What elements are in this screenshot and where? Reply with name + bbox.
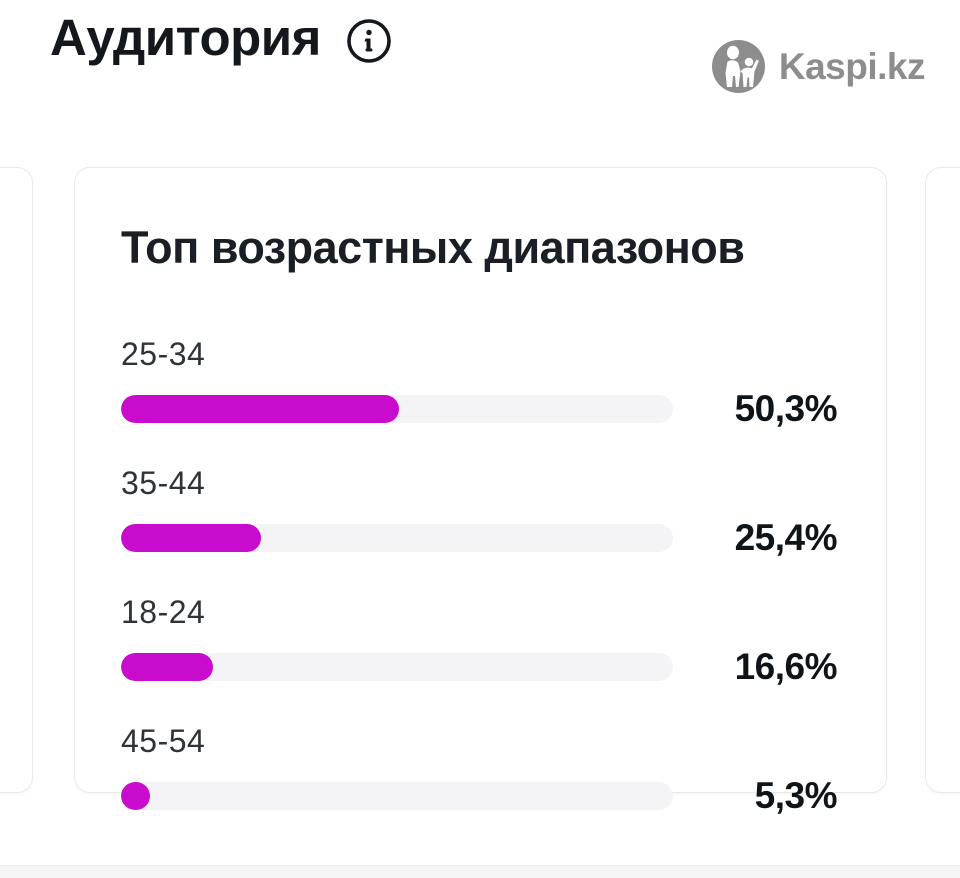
kaspi-logo: Kaspi.kz (711, 40, 926, 93)
age-ranges-card: Топ возрастных диапазонов 25-34 50,3% 35… (74, 167, 887, 816)
bar-fill (121, 653, 213, 681)
bar-fill (121, 395, 399, 423)
age-range-row: 45-54 5,3% (121, 723, 838, 817)
age-range-row: 18-24 16,6% (121, 594, 838, 688)
bar-fill (121, 524, 262, 552)
age-range-label: 45-54 (121, 723, 206, 759)
bar-fill (121, 782, 151, 810)
age-range-row: 25-34 50,3% (121, 336, 838, 430)
info-icon (345, 17, 393, 65)
previous-card-partial[interactable] (0, 167, 33, 793)
bar-track (121, 524, 673, 552)
bar-chart: 25-34 50,3% 35-44 25,4% 18-24 16,6% 45-5… (121, 336, 838, 817)
percentage-value: 16,6% (734, 646, 838, 687)
kaspi-logo-text: Kaspi.kz (778, 45, 926, 87)
next-section-band (0, 865, 960, 878)
bar-track (121, 653, 673, 681)
card-title: Топ возрастных диапазонов (121, 222, 745, 273)
kaspi-logo-icon (711, 40, 765, 93)
percentage-value: 50,3% (734, 388, 838, 429)
age-range-label: 25-34 (121, 336, 206, 372)
info-button[interactable] (345, 17, 393, 65)
age-range-label: 18-24 (121, 594, 206, 630)
percentage-value: 5,3% (754, 775, 838, 816)
next-card-partial[interactable] (925, 167, 960, 793)
bar-track (121, 782, 673, 810)
percentage-value: 25,4% (734, 517, 838, 558)
age-range-label: 35-44 (121, 465, 206, 501)
age-range-row: 35-44 25,4% (121, 465, 838, 559)
page-title: Аудитория (50, 9, 321, 66)
bar-track (121, 395, 673, 423)
cards-carousel[interactable]: Топ возрастных диапазонов 25-34 50,3% 35… (0, 167, 960, 816)
page-header: Аудитория (0, 0, 960, 93)
